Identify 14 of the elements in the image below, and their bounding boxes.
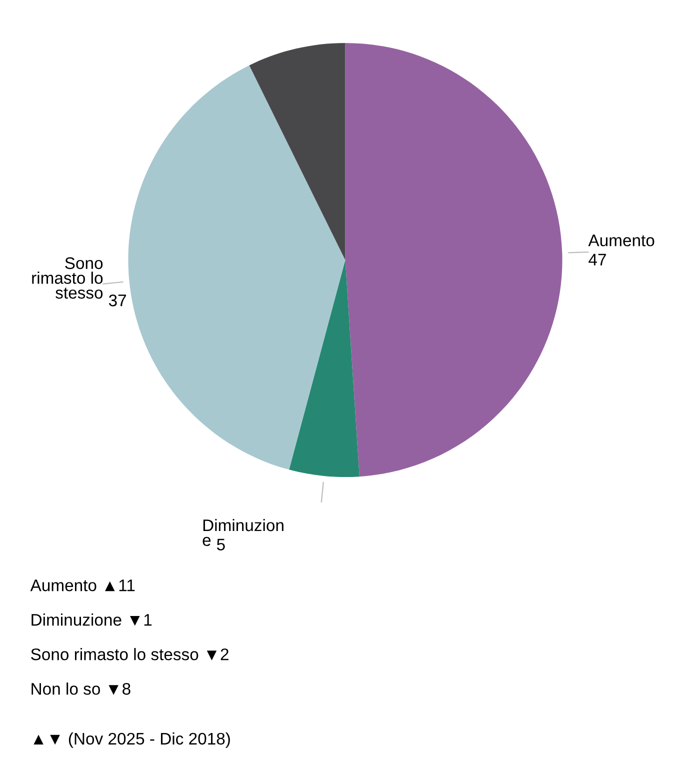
pie-slice [128,65,346,470]
text: Sono rimasto lo stesso ▼2 [31,648,228,660]
pie-slice [289,260,360,478]
text: Aumento ▲11 [30,580,135,592]
pie-slice [345,42,562,477]
data-label: 47 [588,254,606,266]
slice-label: Sono rimasto lo stesso [32,257,103,299]
data-label: 5 [216,538,225,550]
text: Diminuzione ▼1 [32,614,152,626]
text: Non lo so ▼8 [32,682,130,695]
pie-slice [249,42,346,260]
slice-label: Aumento [588,234,654,246]
text: ▲▼ (Nov 2025 - Dic 2018) [34,732,230,748]
data-label: 37 [108,294,126,306]
